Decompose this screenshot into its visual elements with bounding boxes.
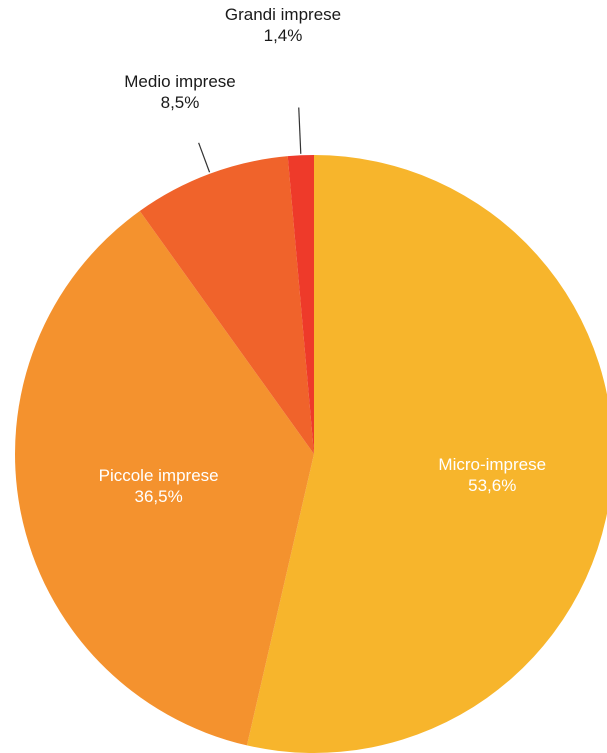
pie-slice-piccole-imprese [14, 211, 314, 746]
pie-slice-micro-imprese [246, 155, 607, 753]
slice-label-grandi-imprese: Grandi imprese [225, 5, 341, 24]
slice-value-micro-imprese: 53,6% [468, 476, 516, 495]
slice-label-piccole-imprese: Piccole imprese [99, 466, 219, 485]
slice-value-grandi-imprese: 1,4% [264, 26, 303, 45]
slice-label-micro-imprese: Micro-imprese [438, 455, 546, 474]
pie-slice-grandi-imprese [287, 155, 314, 454]
leader-line-grandi-imprese [298, 107, 302, 154]
slice-value-medio-imprese: 8,5% [161, 93, 200, 112]
leader-line-medio-imprese [198, 142, 211, 173]
slice-value-piccole-imprese: 36,5% [135, 487, 183, 506]
slice-label-medio-imprese: Medio imprese [124, 72, 236, 91]
pie-slice-medio-imprese [139, 156, 314, 454]
